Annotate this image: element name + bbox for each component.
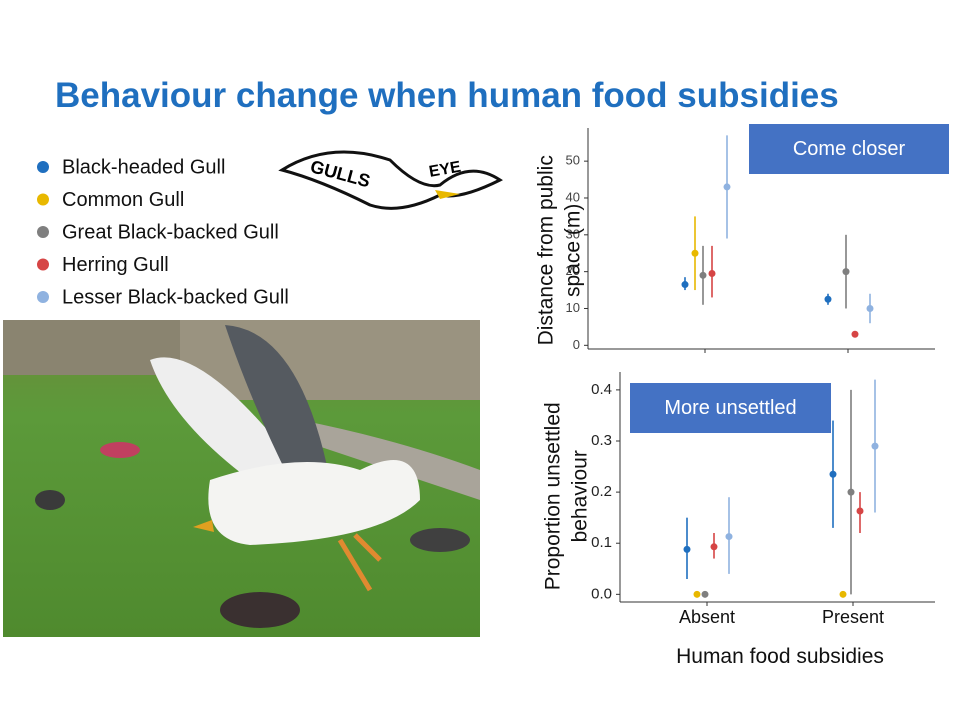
point xyxy=(701,590,709,598)
point xyxy=(866,304,874,312)
point xyxy=(683,545,691,553)
legend-label: Lesser Black-backed Gull xyxy=(62,286,289,308)
point xyxy=(725,533,733,541)
legend-label: Great Black-backed Gull xyxy=(62,221,279,243)
point xyxy=(693,590,701,598)
legend-dot xyxy=(37,193,49,206)
logo-text: EYE xyxy=(428,159,463,181)
point xyxy=(829,470,837,478)
annotation: More unsettled xyxy=(630,383,831,433)
annotation: Come closer xyxy=(749,124,949,174)
y-tick-label: 0 xyxy=(573,337,580,352)
point xyxy=(842,268,850,276)
point xyxy=(851,330,859,338)
point xyxy=(847,488,855,496)
y-tick-label: 30 xyxy=(566,226,580,241)
point xyxy=(699,271,707,279)
logo: GULLS EYE xyxy=(278,150,503,210)
y-tick-label: 0.4 xyxy=(591,381,612,398)
point xyxy=(708,269,716,277)
point xyxy=(856,507,864,515)
point xyxy=(723,183,731,191)
y-tick-label: 10 xyxy=(566,300,580,315)
y-tick-label: 20 xyxy=(566,263,580,278)
legend-label: Herring Gull xyxy=(62,254,169,276)
point xyxy=(824,295,832,303)
legend-label: Black-headed Gull xyxy=(62,156,225,178)
x-axis-label: Human food subsidies xyxy=(676,645,884,668)
y-tick-label: 40 xyxy=(566,189,580,204)
y-tick-label: 0.1 xyxy=(591,534,612,551)
y-tick-label: 0.3 xyxy=(591,432,612,449)
y-axis-label: Proportion unsettled behaviour xyxy=(541,402,592,591)
x-tick-label: Absent xyxy=(679,607,735,627)
y-tick-label: 50 xyxy=(566,153,580,168)
slide-title: Behaviour change when human food subsidi… xyxy=(55,76,839,115)
point xyxy=(710,543,718,551)
legend-dot xyxy=(37,226,49,238)
photo xyxy=(3,320,480,637)
y-axis-label: Distance from public space (m) xyxy=(534,155,585,346)
legend-dot xyxy=(37,258,49,271)
legend-dot xyxy=(37,291,49,303)
y-tick-label: 0.2 xyxy=(591,483,612,500)
point xyxy=(871,442,879,450)
legend-dot xyxy=(37,161,49,173)
point xyxy=(691,249,699,257)
point xyxy=(681,281,689,289)
legend-label: Common Gull xyxy=(62,189,184,211)
y-tick-label: 0.0 xyxy=(591,585,612,602)
point xyxy=(839,590,847,598)
x-tick-label: Present xyxy=(822,607,884,627)
